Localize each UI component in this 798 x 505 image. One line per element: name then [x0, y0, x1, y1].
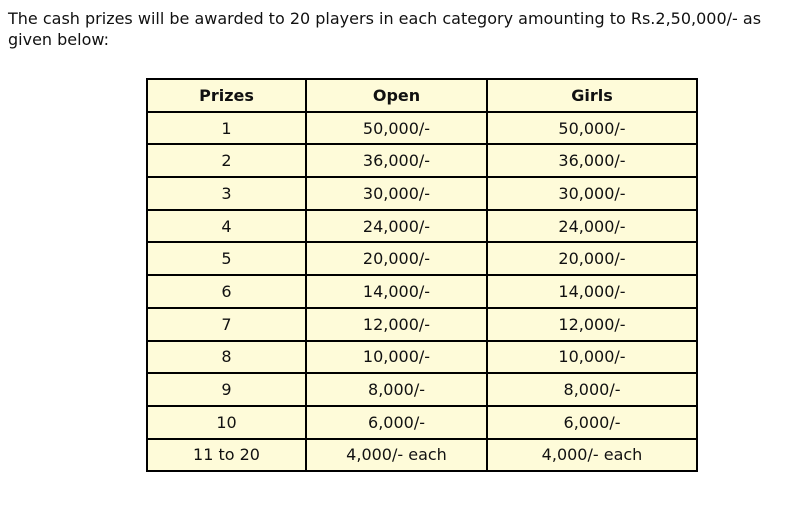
- girls-cell: 12,000/-: [486, 306, 698, 342]
- table-row: 3 30,000/- 30,000/-: [146, 176, 698, 211]
- girls-cell: 6,000/-: [486, 404, 698, 440]
- table-row: 9 8,000/- 8,000/-: [146, 372, 698, 407]
- open-cell: 8,000/-: [305, 372, 488, 407]
- girls-cell: 4,000/- each: [486, 437, 698, 473]
- open-cell: 36,000/-: [305, 143, 488, 179]
- table-row: 6 14,000/- 14,000/-: [146, 274, 698, 309]
- prize-cell: 9: [146, 372, 307, 407]
- open-cell: 4,000/- each: [305, 437, 488, 473]
- header-girls: Girls: [486, 78, 698, 113]
- table-row: 11 to 20 4,000/- each 4,000/- each: [146, 437, 698, 473]
- prize-cell: 11 to 20: [146, 437, 307, 473]
- prize-cell: 7: [146, 306, 307, 342]
- table-row: 10 6,000/- 6,000/-: [146, 404, 698, 440]
- table-row: 8 10,000/- 10,000/-: [146, 339, 698, 375]
- prize-cell: 6: [146, 274, 307, 309]
- open-cell: 24,000/-: [305, 208, 488, 244]
- table-row: 1 50,000/- 50,000/-: [146, 110, 698, 146]
- girls-cell: 36,000/-: [486, 143, 698, 179]
- prize-table: Prizes Open Girls 1 50,000/- 50,000/- 2 36,0…: [146, 78, 698, 473]
- girls-cell: 14,000/-: [486, 274, 698, 309]
- header-prizes: Prizes: [146, 78, 307, 113]
- prize-cell: 4: [146, 208, 307, 244]
- prize-cell: 5: [146, 241, 307, 277]
- prize-cell: 10: [146, 404, 307, 440]
- girls-cell: 8,000/-: [486, 372, 698, 407]
- open-cell: 14,000/-: [305, 274, 488, 309]
- prize-cell: 3: [146, 176, 307, 211]
- open-cell: 50,000/-: [305, 110, 488, 146]
- open-cell: 10,000/-: [305, 339, 488, 375]
- open-cell: 20,000/-: [305, 241, 488, 277]
- open-cell: 6,000/-: [305, 404, 488, 440]
- girls-cell: 50,000/-: [486, 110, 698, 146]
- prize-cell: 1: [146, 110, 307, 146]
- open-cell: 12,000/-: [305, 306, 488, 342]
- prize-cell: 8: [146, 339, 307, 375]
- intro-text: The cash prizes will be awarded to 20 pl…: [8, 9, 762, 49]
- table-row: 7 12,000/- 12,000/-: [146, 306, 698, 342]
- table-row: 4 24,000/- 24,000/-: [146, 208, 698, 244]
- table-row: 5 20,000/- 20,000/-: [146, 241, 698, 277]
- girls-cell: 20,000/-: [486, 241, 698, 277]
- girls-cell: 24,000/-: [486, 208, 698, 244]
- girls-cell: 30,000/-: [486, 176, 698, 211]
- header-open: Open: [305, 78, 488, 113]
- girls-cell: 10,000/-: [486, 339, 698, 375]
- open-cell: 30,000/-: [305, 176, 488, 211]
- header-row: Prizes Open Girls: [146, 78, 698, 113]
- prize-cell: 2: [146, 143, 307, 179]
- table-row: 2 36,000/- 36,000/-: [146, 143, 698, 179]
